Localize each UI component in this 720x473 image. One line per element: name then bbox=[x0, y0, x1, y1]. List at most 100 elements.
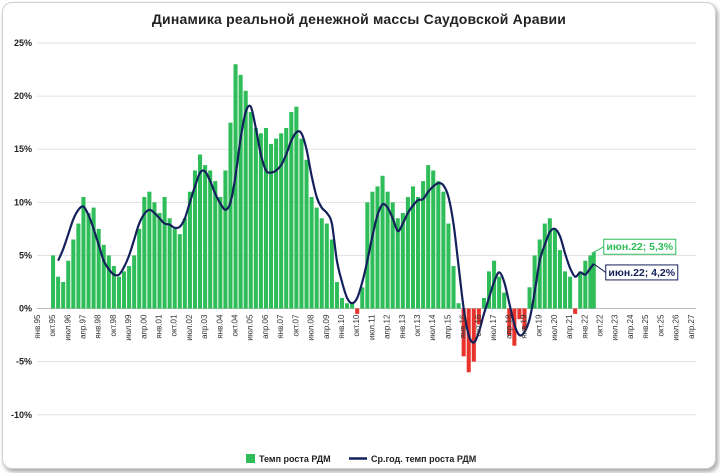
x-tick-label: апр.24 bbox=[626, 314, 635, 339]
x-tick-label: окт.22 bbox=[596, 314, 605, 336]
bar bbox=[71, 239, 76, 309]
bar bbox=[223, 170, 228, 309]
bar bbox=[350, 303, 355, 309]
bar bbox=[76, 223, 81, 309]
bar bbox=[436, 181, 441, 309]
y-tick-label: 25% bbox=[14, 38, 32, 48]
bar bbox=[111, 266, 116, 309]
y-axis-tick-labels: -10% -5% 0% 5% 10% 15% 20% 25% bbox=[11, 38, 32, 420]
x-tick-label: апр.06 bbox=[261, 314, 270, 339]
bar bbox=[238, 74, 243, 309]
annotation-label: июн.22; 4,2% bbox=[608, 267, 675, 279]
chart-title: Динамика реальной денежной массы Саудовс… bbox=[151, 11, 567, 27]
bar bbox=[446, 223, 451, 309]
bar bbox=[431, 170, 436, 309]
x-tick-label: апр.18 bbox=[504, 314, 513, 339]
bar bbox=[355, 308, 360, 314]
bar bbox=[162, 197, 167, 309]
x-axis-tick-labels: янв.95 окт.95 июл.96 апр.97 янв.98 окт.98 июл.… bbox=[33, 314, 696, 341]
bar bbox=[147, 191, 152, 309]
bar bbox=[345, 303, 350, 309]
bar bbox=[370, 191, 375, 309]
bar bbox=[279, 133, 284, 309]
x-tick-label: окт.95 bbox=[48, 314, 57, 336]
annotation-leader bbox=[593, 246, 605, 253]
bar bbox=[91, 207, 96, 309]
bar bbox=[167, 218, 172, 309]
y-tick-label: 5% bbox=[19, 250, 32, 260]
y-tick-label: 15% bbox=[14, 144, 32, 154]
bar bbox=[461, 308, 466, 357]
bar bbox=[329, 239, 334, 309]
bar bbox=[187, 191, 192, 309]
x-tick-label: янв.22 bbox=[580, 314, 589, 339]
bar bbox=[137, 228, 142, 309]
bar bbox=[405, 197, 410, 309]
bar bbox=[441, 191, 446, 309]
bar bbox=[213, 181, 218, 309]
bar bbox=[380, 175, 385, 309]
bar bbox=[228, 122, 233, 309]
bar bbox=[416, 197, 421, 309]
bar bbox=[218, 197, 223, 309]
bar bbox=[86, 212, 91, 309]
x-tick-label: окт.25 bbox=[656, 314, 665, 336]
x-tick-label: янв.04 bbox=[215, 314, 224, 339]
bar bbox=[532, 255, 537, 309]
x-tick-label: янв.13 bbox=[398, 314, 407, 339]
x-tick-label: апр.15 bbox=[443, 314, 452, 339]
bar bbox=[299, 138, 304, 309]
x-tick-label: окт.04 bbox=[231, 314, 240, 336]
bar bbox=[466, 308, 471, 373]
bar bbox=[121, 271, 127, 309]
bar bbox=[116, 276, 121, 309]
x-tick-label: июл.05 bbox=[246, 314, 255, 341]
bar bbox=[451, 266, 456, 309]
bar bbox=[578, 271, 583, 309]
bar bbox=[142, 197, 147, 309]
x-tick-label: июл.08 bbox=[307, 314, 316, 341]
x-tick-label: апр.21 bbox=[565, 314, 574, 339]
line-series bbox=[57, 104, 595, 344]
bar bbox=[274, 138, 279, 309]
bar bbox=[192, 170, 198, 309]
x-tick-label: июл.26 bbox=[672, 314, 681, 341]
bar bbox=[486, 271, 492, 309]
annotation-box bbox=[605, 264, 679, 281]
bar bbox=[182, 218, 187, 309]
bar bbox=[390, 202, 395, 309]
bar bbox=[481, 297, 486, 309]
x-tick-label: июл.17 bbox=[489, 314, 498, 341]
bar bbox=[537, 239, 542, 309]
bar bbox=[542, 223, 547, 309]
x-tick-label: апр.00 bbox=[139, 314, 148, 339]
bar bbox=[426, 165, 431, 309]
bar bbox=[547, 218, 552, 309]
bar bbox=[588, 255, 593, 309]
bar bbox=[61, 281, 66, 309]
bar bbox=[421, 181, 426, 309]
x-tick-label: окт.19 bbox=[535, 314, 544, 336]
y-tick-label: -5% bbox=[16, 357, 32, 367]
bar bbox=[258, 133, 263, 309]
bar bbox=[243, 90, 248, 309]
bar bbox=[375, 186, 380, 309]
bar bbox=[563, 271, 568, 309]
x-tick-label: окт.07 bbox=[291, 314, 300, 336]
bar bbox=[497, 276, 502, 309]
x-tick-label: апр.09 bbox=[322, 314, 331, 339]
x-tick-label: апр.12 bbox=[383, 314, 392, 339]
bar bbox=[152, 202, 157, 309]
x-tick-label: янв.95 bbox=[33, 314, 42, 339]
bar bbox=[410, 186, 415, 309]
bar bbox=[132, 255, 137, 309]
x-tick-label: окт.16 bbox=[474, 314, 483, 336]
bar bbox=[334, 281, 339, 309]
bar bbox=[203, 165, 208, 309]
bar bbox=[289, 112, 294, 309]
legend: Темп роста РДМ Ср.год. темп роста РДМ bbox=[246, 454, 476, 464]
bar bbox=[309, 197, 314, 309]
bar bbox=[583, 260, 588, 309]
bar bbox=[568, 276, 573, 309]
x-tick-label: апр.27 bbox=[687, 314, 696, 339]
